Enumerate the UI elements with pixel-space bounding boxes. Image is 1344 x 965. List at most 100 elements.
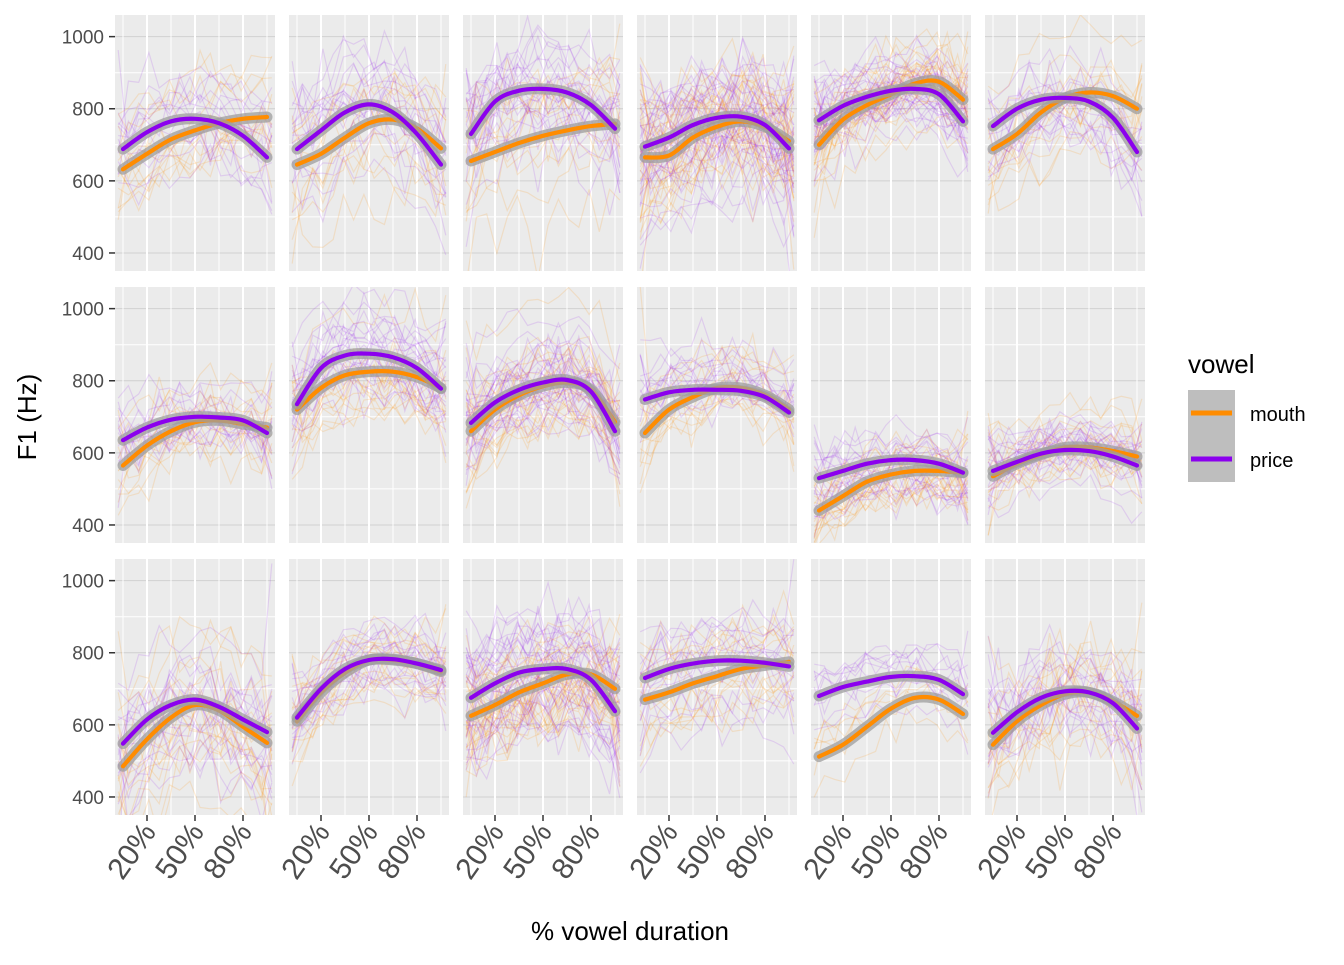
token-line-price — [813, 425, 969, 481]
smooth-line-price — [294, 656, 444, 720]
token-line-price — [117, 50, 273, 152]
x-tick-label: 50% — [845, 817, 906, 885]
token-line-price — [813, 37, 969, 83]
token-line-price — [291, 319, 447, 422]
token-line-price — [639, 67, 795, 196]
token-line-price — [465, 614, 621, 732]
token-line-price — [814, 672, 969, 719]
token-line-price — [117, 734, 273, 815]
facet-panel — [811, 559, 971, 815]
y-tick-label: 800 — [72, 100, 104, 121]
token-line-price — [465, 332, 621, 463]
token-line-price — [639, 64, 795, 117]
token-line-price — [465, 685, 621, 755]
token-line-price — [813, 642, 969, 682]
token-line-price — [639, 126, 795, 241]
token-line-price — [640, 71, 794, 118]
token-line-mouth — [465, 345, 621, 439]
token-line-price — [987, 44, 1143, 109]
token-line-mouth — [466, 399, 621, 475]
token-line-price — [639, 704, 795, 774]
token-line-price — [465, 308, 621, 379]
token-line-mouth — [988, 627, 1143, 719]
token-line-price — [465, 681, 621, 749]
smooth-line-price — [294, 351, 444, 407]
token-line-mouth — [639, 77, 795, 169]
smooth-line-price — [294, 102, 444, 167]
token-line-price — [118, 102, 273, 157]
token-line-price — [465, 620, 620, 678]
token-trajectories — [639, 559, 795, 774]
token-line-mouth — [818, 482, 968, 543]
token-line-price — [639, 347, 795, 423]
token-line-mouth — [465, 689, 621, 778]
token-line-price — [987, 458, 1143, 509]
token-line-mouth — [465, 108, 621, 214]
x-axis-title: % vowel duration — [531, 916, 729, 946]
token-line-mouth — [639, 71, 795, 137]
token-line-mouth — [291, 671, 446, 763]
token-line-mouth — [465, 335, 621, 448]
token-line-mouth — [987, 443, 1143, 536]
token-line-price — [291, 301, 447, 370]
token-line-price — [639, 181, 795, 269]
token-line-mouth — [291, 402, 447, 480]
token-line-price — [987, 421, 1143, 472]
token-line-mouth — [639, 673, 795, 723]
token-line-mouth — [465, 670, 621, 737]
token-line-mouth — [117, 48, 273, 132]
token-line-price — [465, 108, 621, 175]
smooth-line-mouth — [816, 468, 966, 513]
token-line-price — [292, 614, 447, 690]
token-line-mouth — [641, 140, 795, 271]
token-line-mouth — [465, 671, 621, 760]
token-line-price — [987, 410, 1143, 499]
x-tick-label: 80% — [719, 817, 780, 885]
token-line-mouth — [640, 69, 795, 178]
token-line-price — [117, 142, 273, 215]
token-line-mouth — [465, 641, 621, 680]
x-tick-label: 80% — [371, 817, 432, 885]
x-tick-label: 50% — [149, 817, 210, 885]
token-line-price — [465, 395, 621, 485]
token-line-price — [291, 53, 447, 149]
token-line-price — [640, 316, 795, 404]
token-line-price — [814, 646, 969, 697]
facet-panel — [115, 287, 275, 543]
token-line-mouth — [465, 613, 621, 685]
token-line-mouth — [987, 632, 1142, 706]
token-line-price — [813, 414, 969, 477]
token-line-mouth — [117, 424, 273, 503]
facet-panel — [637, 15, 797, 271]
token-line-price — [465, 321, 621, 432]
token-line-price — [117, 645, 272, 721]
token-line-price — [465, 412, 621, 463]
token-line-mouth — [466, 80, 621, 138]
x-tick-label: 20% — [101, 817, 162, 885]
token-line-mouth — [813, 458, 969, 543]
facet-panel — [463, 559, 623, 815]
smooth-line-price — [468, 86, 618, 137]
token-line-price — [291, 661, 447, 765]
token-line-mouth — [117, 51, 272, 115]
token-line-mouth — [987, 653, 1143, 766]
token-line-mouth — [117, 132, 273, 196]
token-line-price — [465, 622, 621, 705]
token-line-mouth — [987, 415, 1143, 464]
token-line-price — [639, 675, 795, 752]
x-tick-label: 20% — [449, 817, 510, 885]
token-line-mouth — [639, 132, 795, 201]
smooth-line-mouth — [120, 114, 270, 172]
token-line-price — [813, 428, 969, 495]
facet-panel — [637, 559, 797, 815]
token-line-mouth — [987, 391, 1143, 441]
token-line-mouth — [987, 443, 1142, 501]
token-line-mouth — [117, 715, 267, 815]
token-line-price — [639, 676, 795, 742]
token-line-mouth — [640, 69, 795, 172]
x-ticks-layer: 20%50%80% 20%50%80% 20%50%80% 20%50%80% 20%5… — [101, 815, 1129, 885]
token-line-mouth — [291, 645, 447, 751]
y-tick-label: 400 — [72, 516, 104, 537]
token-line-mouth — [639, 397, 795, 447]
token-line-price — [639, 134, 795, 199]
